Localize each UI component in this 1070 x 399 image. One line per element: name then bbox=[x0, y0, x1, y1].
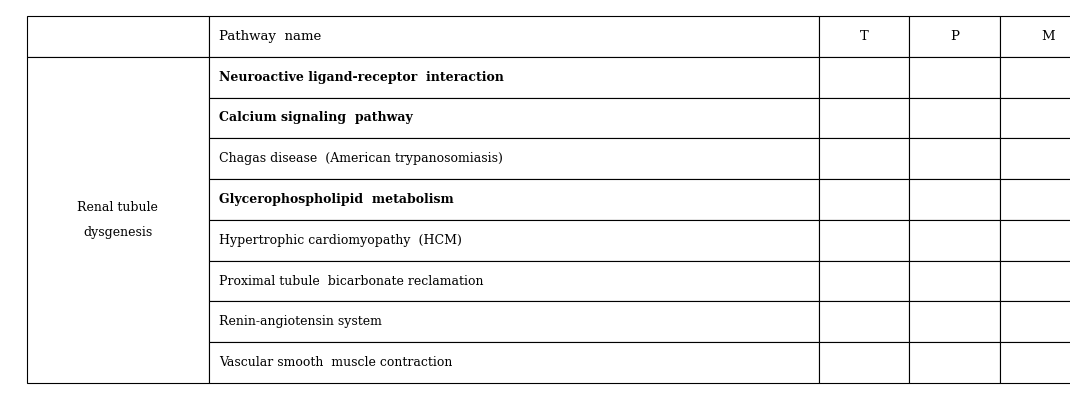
Bar bbox=[910, 57, 1000, 97]
Text: Pathway  name: Pathway name bbox=[219, 30, 322, 43]
Text: Neuroactive ligand-receptor  interaction: Neuroactive ligand-receptor interaction bbox=[219, 71, 504, 84]
Text: Renin-angiotensin system: Renin-angiotensin system bbox=[219, 315, 382, 328]
Bar bbox=[910, 261, 1000, 302]
Text: T: T bbox=[859, 30, 869, 43]
Bar bbox=[819, 16, 910, 57]
Bar bbox=[819, 302, 910, 342]
Bar bbox=[209, 138, 819, 179]
Bar bbox=[910, 97, 1000, 138]
Bar bbox=[819, 342, 910, 383]
Text: Renal tubule
dysgenesis: Renal tubule dysgenesis bbox=[77, 201, 158, 239]
Text: Vascular smooth  muscle contraction: Vascular smooth muscle contraction bbox=[219, 356, 453, 369]
Text: P: P bbox=[950, 30, 960, 43]
Bar bbox=[1000, 16, 1070, 57]
Bar bbox=[1000, 342, 1070, 383]
Bar bbox=[819, 179, 910, 220]
Text: Glycerophospholipid  metabolism: Glycerophospholipid metabolism bbox=[219, 193, 454, 206]
Bar bbox=[209, 220, 819, 261]
Text: Chagas disease  (American trypanosomiasis): Chagas disease (American trypanosomiasis… bbox=[219, 152, 503, 165]
Bar bbox=[1000, 138, 1070, 179]
Bar bbox=[1000, 261, 1070, 302]
Bar bbox=[209, 342, 819, 383]
Text: Calcium signaling  pathway: Calcium signaling pathway bbox=[219, 111, 413, 124]
Bar bbox=[27, 57, 209, 383]
Bar bbox=[910, 16, 1000, 57]
Bar bbox=[910, 220, 1000, 261]
Text: Hypertrophic cardiomyopathy  (HCM): Hypertrophic cardiomyopathy (HCM) bbox=[219, 234, 462, 247]
Bar bbox=[910, 138, 1000, 179]
Text: M: M bbox=[1042, 30, 1055, 43]
Bar bbox=[910, 179, 1000, 220]
Bar bbox=[819, 97, 910, 138]
Bar bbox=[209, 261, 819, 302]
Bar bbox=[1000, 220, 1070, 261]
Bar bbox=[209, 16, 819, 57]
Bar bbox=[819, 220, 910, 261]
Bar bbox=[1000, 302, 1070, 342]
Bar bbox=[209, 302, 819, 342]
Bar bbox=[209, 97, 819, 138]
Bar bbox=[910, 342, 1000, 383]
Bar bbox=[819, 57, 910, 97]
Bar bbox=[27, 16, 209, 57]
Bar bbox=[1000, 57, 1070, 97]
Bar bbox=[209, 57, 819, 97]
Bar bbox=[1000, 97, 1070, 138]
Text: Proximal tubule  bicarbonate reclamation: Proximal tubule bicarbonate reclamation bbox=[219, 275, 484, 288]
Bar bbox=[1000, 179, 1070, 220]
Bar bbox=[819, 138, 910, 179]
Bar bbox=[209, 179, 819, 220]
Bar bbox=[819, 261, 910, 302]
Bar bbox=[910, 302, 1000, 342]
